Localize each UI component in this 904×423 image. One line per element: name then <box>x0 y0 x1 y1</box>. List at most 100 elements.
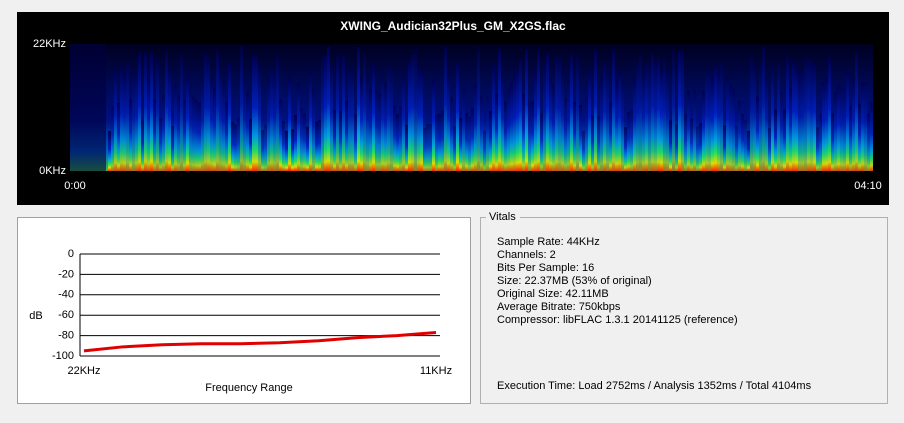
spectrogram-column <box>699 123 702 171</box>
y-tick-label: -100 <box>52 350 74 362</box>
spectrogram-column <box>357 47 360 171</box>
spectrogram-column <box>219 70 222 171</box>
spectrogram-column <box>531 101 534 171</box>
spectrogram-column <box>240 46 243 171</box>
spectrogram-column <box>435 114 438 171</box>
spectrogram-column <box>561 72 564 171</box>
spectrogram-column <box>321 55 324 171</box>
spectrogram-column <box>474 83 477 171</box>
spectrogram-column <box>774 109 777 171</box>
spectrogram-column <box>426 124 429 171</box>
spectrogram-column <box>255 55 258 171</box>
spectrogram-column <box>162 94 165 171</box>
spectrogram-column <box>237 117 240 171</box>
spectrogram-column <box>492 64 495 171</box>
spectrogram-column <box>585 97 588 171</box>
spectrogram-column <box>204 53 207 171</box>
spectrogram-column <box>762 46 765 171</box>
spectrogram-column <box>843 88 846 171</box>
spectrogram-column <box>441 110 444 171</box>
spectrogram-column <box>390 67 393 171</box>
spectrogram-column <box>591 116 594 171</box>
time-end-label: 04:10 <box>854 180 882 192</box>
spectrogram-column <box>708 71 711 171</box>
spectrogram-column <box>822 81 825 171</box>
x-tick-label: 22KHz <box>67 365 100 377</box>
spectrogram-column <box>333 109 336 171</box>
spectrogram-column <box>567 80 570 171</box>
spectrogram-column <box>534 70 537 171</box>
spectrogram-column <box>759 63 762 171</box>
spectrogram-column <box>168 69 171 171</box>
spectrogram-column <box>147 76 150 171</box>
vitals-line: Sample Rate: 44KHz <box>497 236 600 248</box>
y-tick-label: -60 <box>58 309 74 321</box>
spectrogram-column <box>489 111 492 171</box>
spectrogram-column <box>693 90 696 171</box>
spectrogram-column <box>300 108 303 171</box>
chart-panel <box>17 217 471 404</box>
spectrogram-column <box>861 82 864 171</box>
spectrogram-column <box>624 127 627 171</box>
spectrogram-column <box>717 70 720 171</box>
spectrogram-column <box>402 74 405 171</box>
spectrogram-column <box>111 106 114 171</box>
spectrogram-column <box>732 88 735 171</box>
spectrogram-column <box>336 56 339 171</box>
spectrogram-column <box>249 119 252 171</box>
spectrogram-column <box>330 65 333 171</box>
spectrogram-column <box>603 61 606 172</box>
spectrogram-column <box>213 88 216 171</box>
spectrogram-column <box>543 63 546 171</box>
spectrogram-column <box>576 56 579 172</box>
spectrogram-column <box>345 101 348 171</box>
spectrogram-column <box>648 62 651 172</box>
spectrogram-column <box>615 81 618 171</box>
spectrogram-column <box>849 105 852 171</box>
spectrogram-column <box>462 87 465 171</box>
spectrogram-column <box>741 113 744 171</box>
spectrogram-column <box>666 69 669 171</box>
spectrogram-column <box>348 68 351 171</box>
spectrogram-column <box>471 107 474 171</box>
spectrogram-column <box>630 109 633 171</box>
spectrogram-column <box>807 59 810 172</box>
spectrogram-column <box>720 62 723 171</box>
spectrogram-column <box>342 55 345 172</box>
spectrogram-column <box>771 66 774 171</box>
loss-chart: 0 -20 -40 -60 -80 -100 22KHz 11KHz <box>52 248 452 377</box>
spectrogram-column <box>291 129 294 171</box>
spectrogram-column <box>114 69 117 171</box>
spectrogram-column <box>318 119 321 171</box>
spectrogram-column <box>621 80 624 171</box>
spectrogram-column <box>156 59 159 171</box>
spectrogram-column <box>669 120 672 171</box>
spectrogram-column <box>780 91 783 171</box>
y-tick-label: -40 <box>58 289 74 301</box>
spectrogram-column <box>597 116 600 171</box>
spectrogram-column <box>159 118 162 171</box>
spectrogram-column <box>525 49 528 171</box>
spectrogram-column <box>555 56 558 171</box>
spectrogram-column <box>132 71 135 171</box>
spectrogram-column <box>285 130 288 171</box>
spectrogram-column <box>408 61 411 171</box>
spectrogram-column <box>684 114 687 171</box>
spectrogram-column <box>723 125 726 171</box>
spectrogram-column <box>393 105 396 171</box>
spectrogram-column <box>816 127 819 171</box>
spectrogram-column <box>174 83 177 171</box>
spectrogram-column <box>537 49 540 171</box>
spectrogram-column <box>171 126 174 171</box>
spectrogram-column <box>447 73 450 171</box>
spectrogram-column <box>261 130 264 171</box>
spectrogram-column <box>642 72 645 171</box>
spectrogram-column <box>579 104 582 171</box>
spectrogram-column <box>495 93 498 171</box>
spectrogram-column <box>366 76 369 171</box>
spectrogram-column <box>306 126 309 171</box>
spectrogram-column <box>258 66 261 171</box>
spectrogram-column <box>540 113 543 171</box>
vitals-line: Channels: 2 <box>497 249 556 261</box>
